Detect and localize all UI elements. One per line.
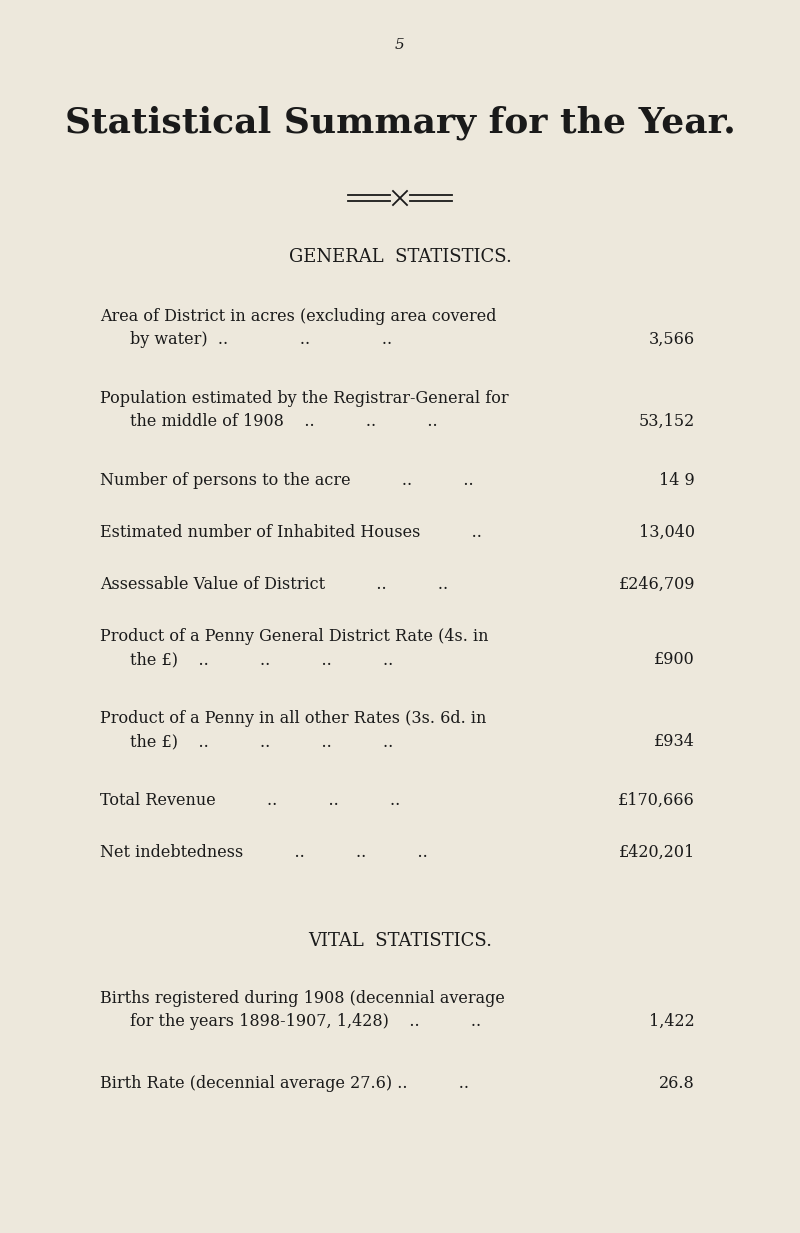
Text: £900: £900 [654, 651, 695, 668]
Text: 13,040: 13,040 [639, 524, 695, 541]
Text: the £)    ..          ..          ..          ..: the £) .. .. .. .. [130, 732, 394, 750]
Text: VITAL  STATISTICS.: VITAL STATISTICS. [308, 932, 492, 949]
Text: for the years 1898-1907, 1,428)    ..          ..: for the years 1898-1907, 1,428) .. .. [130, 1014, 481, 1030]
Text: 14 9: 14 9 [659, 472, 695, 490]
Text: Area of District in acres (excluding area covered: Area of District in acres (excluding are… [100, 308, 497, 326]
Text: Births registered during 1908 (decennial average: Births registered during 1908 (decennial… [100, 990, 505, 1007]
Text: Statistical Summary for the Year.: Statistical Summary for the Year. [65, 105, 735, 139]
Text: Birth Rate (decennial average 27.6) ..          ..: Birth Rate (decennial average 27.6) .. .… [100, 1075, 469, 1092]
Text: £420,201: £420,201 [618, 845, 695, 861]
Text: 53,152: 53,152 [638, 413, 695, 430]
Text: 26.8: 26.8 [659, 1075, 695, 1092]
Text: £246,709: £246,709 [618, 576, 695, 593]
Text: Population estimated by the Registrar-General for: Population estimated by the Registrar-Ge… [100, 390, 509, 407]
Text: 5: 5 [395, 38, 405, 52]
Text: the £)    ..          ..          ..          ..: the £) .. .. .. .. [130, 651, 394, 668]
Text: Estimated number of Inhabited Houses          ..: Estimated number of Inhabited Houses .. [100, 524, 482, 541]
Text: Product of a Penny General District Rate (4s. in: Product of a Penny General District Rate… [100, 628, 489, 645]
Text: 1,422: 1,422 [650, 1014, 695, 1030]
Text: £170,666: £170,666 [618, 792, 695, 809]
Text: £934: £934 [654, 732, 695, 750]
Text: Product of a Penny in all other Rates (3s. 6d. in: Product of a Penny in all other Rates (3… [100, 710, 486, 727]
Text: Total Revenue          ..          ..          ..: Total Revenue .. .. .. [100, 792, 400, 809]
Text: the middle of 1908    ..          ..          ..: the middle of 1908 .. .. .. [130, 413, 438, 430]
Text: GENERAL  STATISTICS.: GENERAL STATISTICS. [289, 248, 511, 266]
Text: Number of persons to the acre          ..          ..: Number of persons to the acre .. .. [100, 472, 474, 490]
Text: Net indebtedness          ..          ..          ..: Net indebtedness .. .. .. [100, 845, 428, 861]
Text: 3,566: 3,566 [649, 330, 695, 348]
Text: by water)  ..              ..              ..: by water) .. .. .. [130, 330, 392, 348]
Text: Assessable Value of District          ..          ..: Assessable Value of District .. .. [100, 576, 448, 593]
